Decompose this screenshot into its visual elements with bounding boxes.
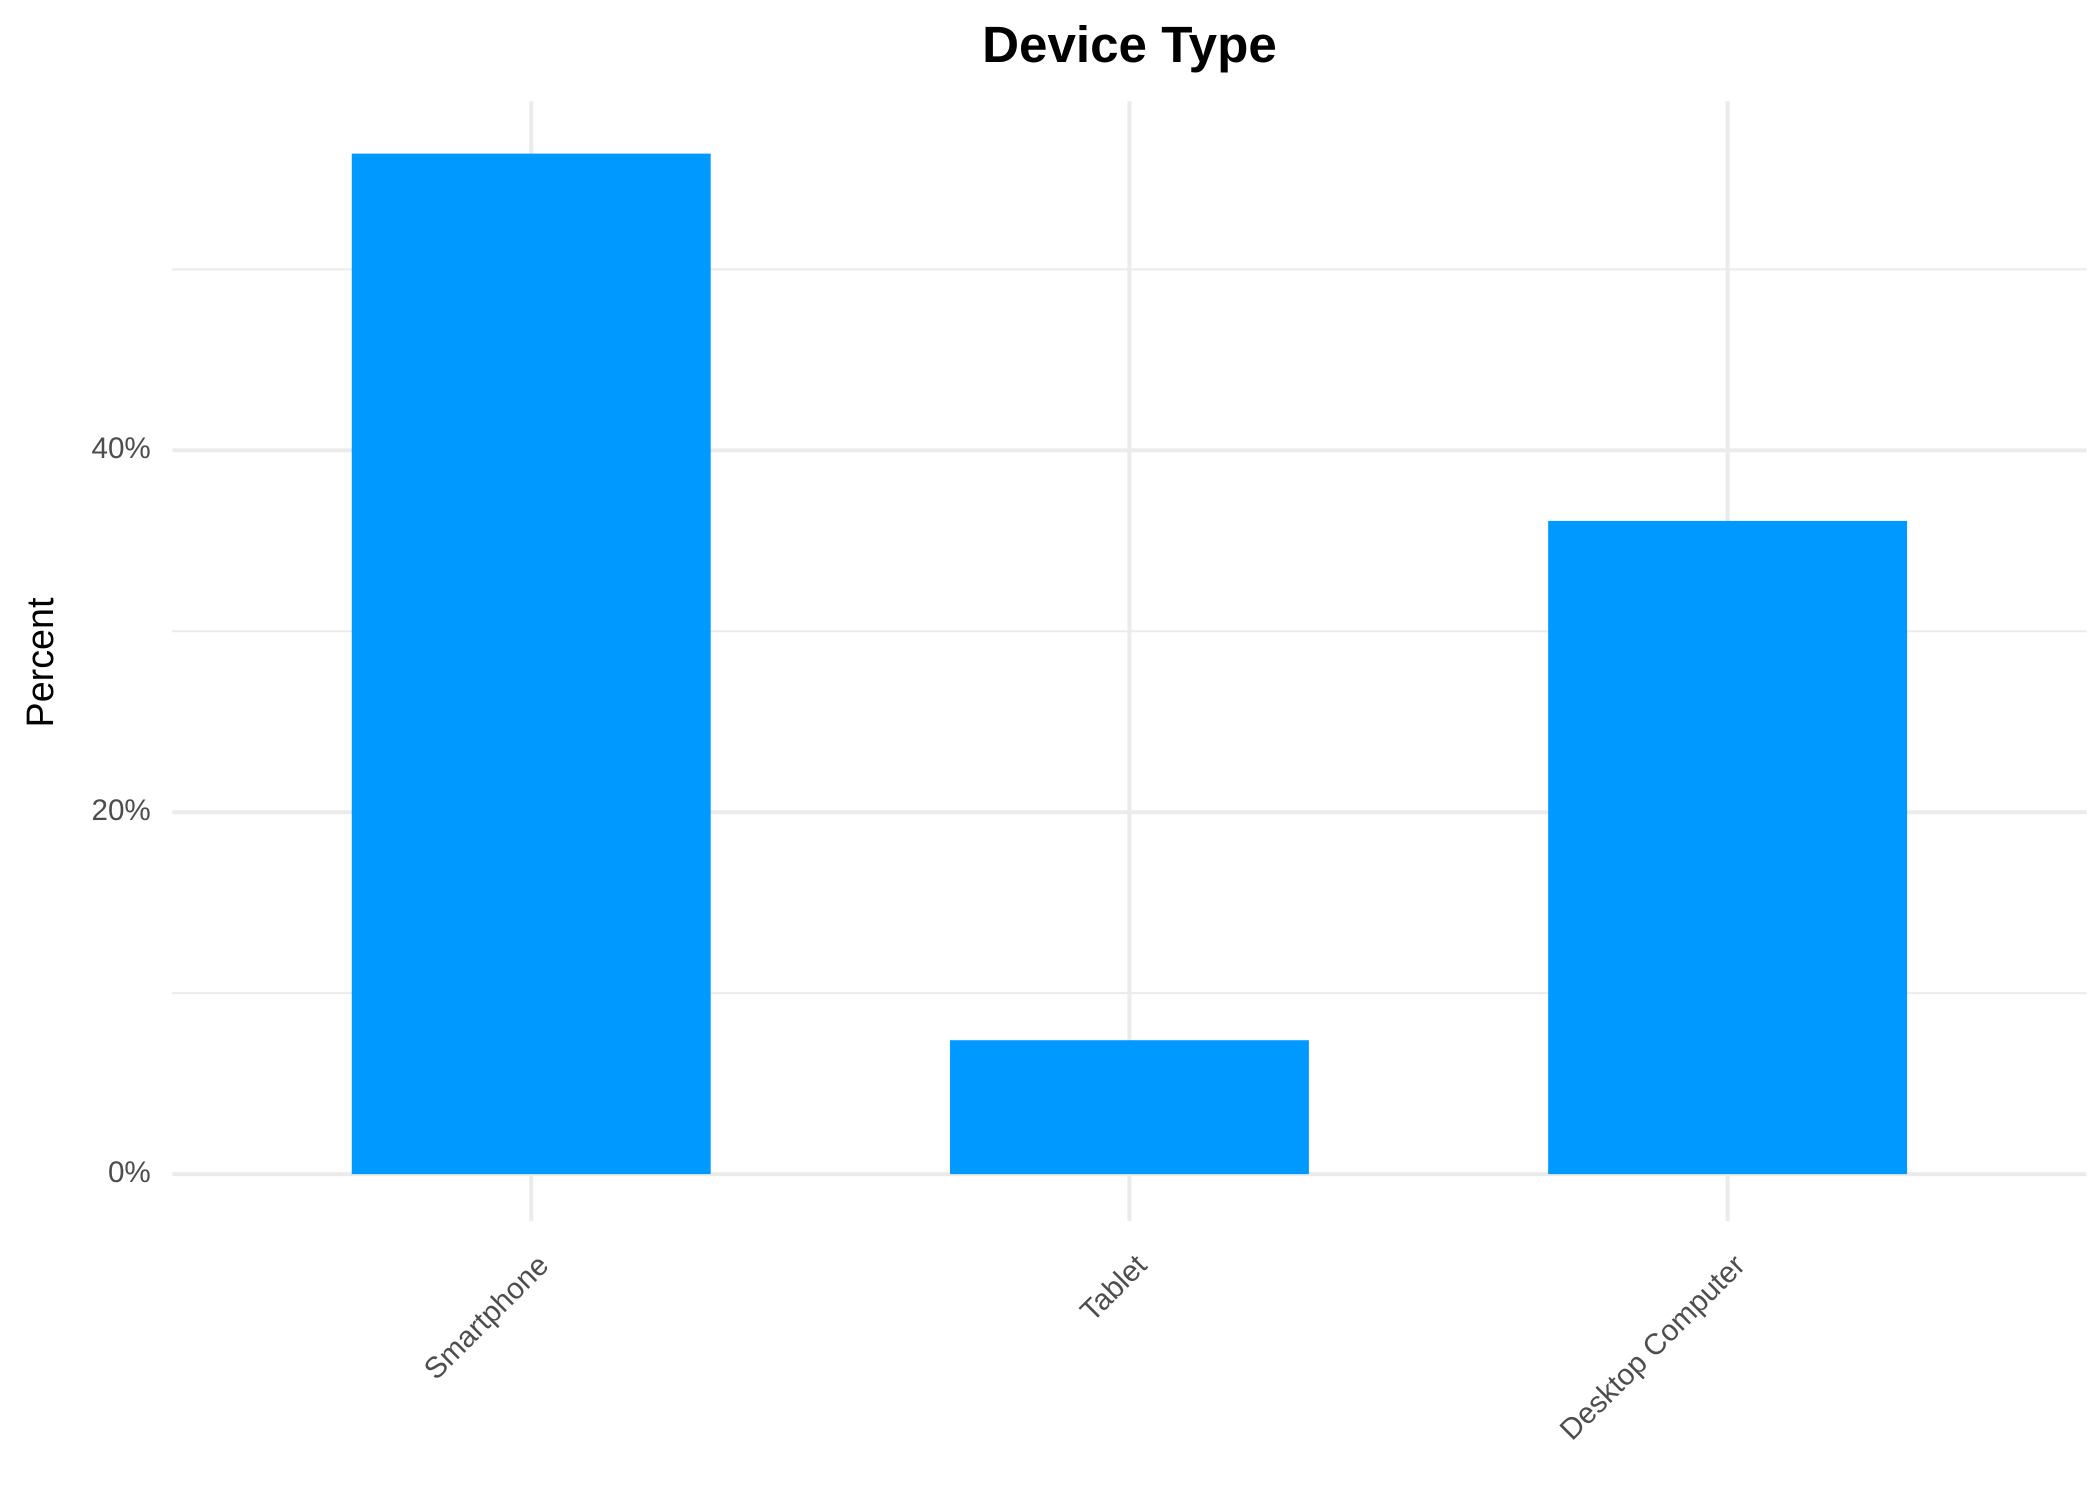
x-tick-label: Smartphone: [418, 1249, 555, 1386]
x-tick-label: Desktop Computer: [1554, 1249, 1752, 1447]
y-tick-label: 20%: [92, 794, 151, 827]
y-tick-label: 0%: [108, 1156, 151, 1189]
x-tick-label: Tablet: [1074, 1248, 1154, 1328]
bar: [949, 1040, 1309, 1175]
y-axis-label: Percent: [19, 597, 61, 727]
chart-title: Device Type: [982, 16, 1277, 73]
bar: [351, 153, 711, 1175]
bar: [1548, 520, 1908, 1175]
y-tick-label: 40%: [92, 432, 151, 465]
